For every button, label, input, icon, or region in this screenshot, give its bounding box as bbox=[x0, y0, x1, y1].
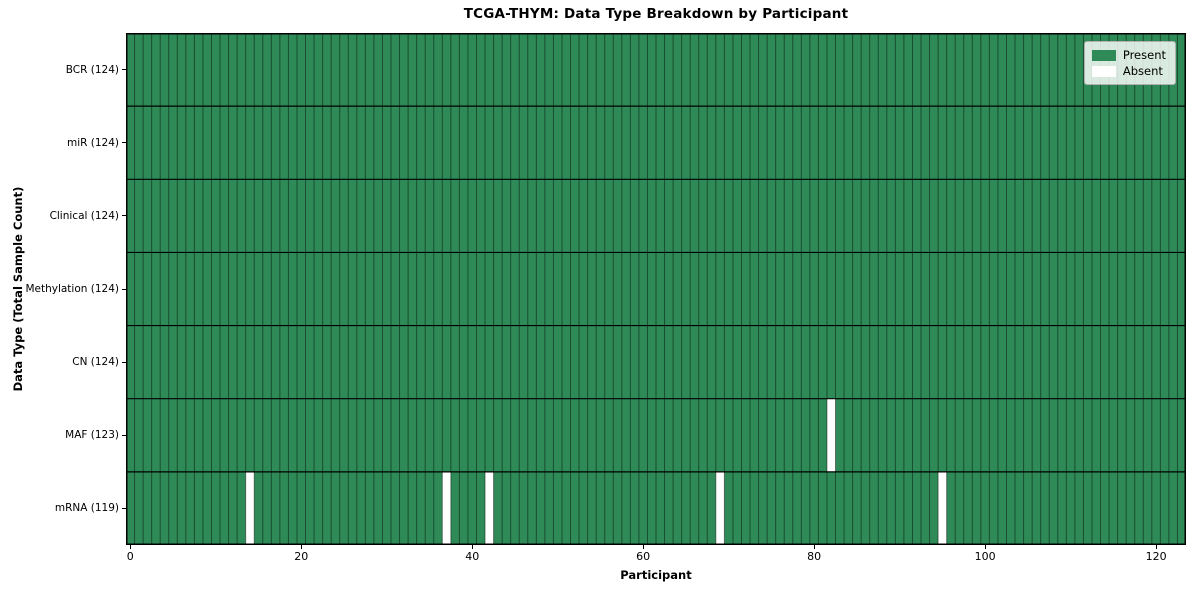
y-tick-label: miR (124) bbox=[66, 136, 119, 149]
y-tick-label: MAF (123) bbox=[65, 429, 119, 442]
plot-area: Present Absent bbox=[126, 33, 1186, 545]
absent-cell bbox=[442, 471, 451, 545]
legend-swatch-present bbox=[1091, 49, 1116, 61]
y-tick-mark bbox=[122, 434, 126, 436]
x-tick-mark bbox=[642, 545, 644, 549]
legend-item-absent: Absent bbox=[1091, 63, 1166, 79]
plot-svg bbox=[126, 33, 1186, 545]
x-axis-label: Participant bbox=[620, 568, 692, 582]
y-tick-label: CN (124) bbox=[72, 356, 119, 369]
y-tick-mark bbox=[122, 288, 126, 290]
x-tick-mark bbox=[813, 545, 815, 549]
legend-item-present: Present bbox=[1091, 47, 1166, 63]
absent-cell bbox=[938, 471, 947, 545]
x-tick-label: 40 bbox=[465, 550, 480, 563]
x-tick-label: 80 bbox=[807, 550, 822, 563]
x-tick-mark bbox=[300, 545, 302, 549]
x-tick-label: 60 bbox=[636, 550, 651, 563]
present-cells-background bbox=[126, 33, 1186, 545]
legend-label-present: Present bbox=[1122, 48, 1166, 62]
y-tick-mark bbox=[122, 215, 126, 217]
x-tick-mark bbox=[471, 545, 473, 549]
x-tick-mark bbox=[984, 545, 986, 549]
y-tick-label: mRNA (119) bbox=[54, 502, 119, 515]
legend: Present Absent bbox=[1083, 41, 1176, 85]
y-tick-mark bbox=[122, 361, 126, 363]
legend-label-absent: Absent bbox=[1122, 64, 1163, 78]
x-tick-label: 120 bbox=[1145, 550, 1167, 563]
absent-cell bbox=[245, 471, 255, 545]
absent-cell bbox=[715, 471, 725, 545]
x-tick-mark bbox=[1155, 545, 1157, 549]
y-tick-label: Methylation (124) bbox=[25, 283, 119, 295]
absent-cell bbox=[485, 471, 494, 545]
y-tick-mark bbox=[122, 142, 126, 144]
y-tick-mark bbox=[122, 507, 126, 509]
plot-border bbox=[126, 33, 1186, 545]
y-tick-mark bbox=[122, 69, 126, 71]
y-tick-label: BCR (124) bbox=[65, 63, 119, 76]
chart-title: TCGA-THYM: Data Type Breakdown by Partic… bbox=[463, 6, 849, 22]
absent-cell bbox=[826, 398, 836, 472]
x-tick-label: 100 bbox=[974, 550, 996, 563]
x-tick-label: 20 bbox=[294, 550, 309, 563]
x-tick-mark bbox=[129, 545, 131, 549]
x-tick-label: 0 bbox=[126, 550, 134, 563]
y-tick-label: Clinical (124) bbox=[49, 209, 119, 222]
legend-swatch-absent bbox=[1091, 65, 1116, 77]
